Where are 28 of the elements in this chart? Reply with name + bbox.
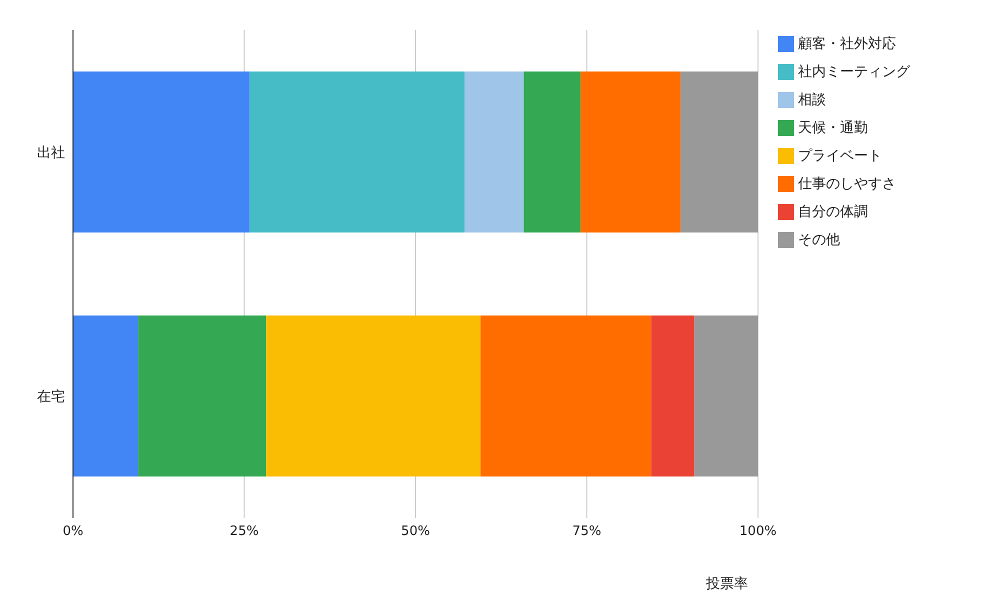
bar — [580, 71, 681, 232]
y-tick-label: 在宅 — [37, 388, 65, 405]
bar — [73, 71, 250, 232]
legend-label: その他 — [798, 232, 840, 248]
x-axis-title: 投票率 — [705, 576, 748, 592]
legend-label: 天候・通勤 — [798, 120, 868, 136]
legend-label: 相談 — [798, 92, 826, 108]
legend-label: 社内ミーティング — [798, 64, 910, 80]
legend-label: 仕事のしやすさ — [798, 176, 896, 192]
bar — [680, 71, 758, 232]
bar — [694, 315, 758, 476]
bar — [266, 315, 481, 476]
bar — [524, 71, 581, 232]
legend-label: 顧客・社外対応 — [798, 36, 896, 52]
bar — [464, 71, 524, 232]
x-tick-label: 75% — [572, 524, 602, 540]
y-tick-label: 出社 — [37, 144, 65, 161]
x-tick-label: 25% — [230, 524, 259, 540]
legend-label: 自分の体調 — [798, 204, 868, 220]
bar — [138, 315, 266, 476]
x-tick-label: 0% — [62, 524, 84, 540]
x-tick-label: 100% — [739, 524, 777, 540]
bar — [480, 315, 652, 476]
bar — [73, 315, 138, 476]
legend-label: プライベート — [798, 148, 882, 164]
bar — [651, 315, 694, 476]
bar — [250, 71, 465, 232]
x-tick-label: 50% — [401, 524, 430, 540]
